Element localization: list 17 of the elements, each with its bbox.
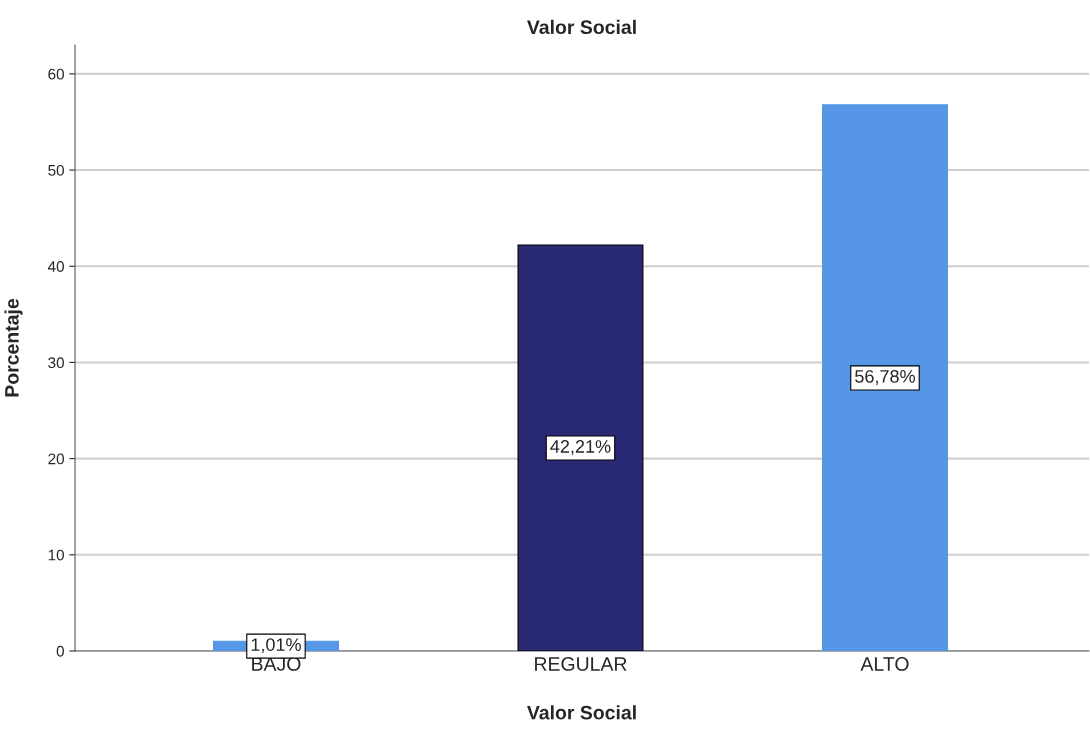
y-tick-label: 0 (56, 645, 64, 657)
bar (822, 104, 948, 651)
bar (517, 244, 644, 651)
y-tick-label: 30 (48, 357, 64, 369)
chart-title: Valor Social (527, 19, 636, 35)
y-tick-label: 60 (48, 68, 64, 80)
data-label: 42,21% (550, 440, 611, 455)
y-axis-title: Porcentaje (4, 298, 23, 397)
x-tick-label: REGULAR (535, 657, 627, 671)
data-label: 56,78% (855, 369, 915, 385)
y-tick-label: 10 (48, 549, 64, 561)
y-tick-label: 20 (48, 453, 64, 465)
y-tick-label: 40 (47, 261, 64, 272)
x-axis-title: Valor Social (527, 705, 636, 720)
data-label: 1,01% (251, 638, 301, 654)
y-tick-label: 50 (48, 164, 64, 176)
x-tick-label: ALTO (860, 657, 909, 671)
